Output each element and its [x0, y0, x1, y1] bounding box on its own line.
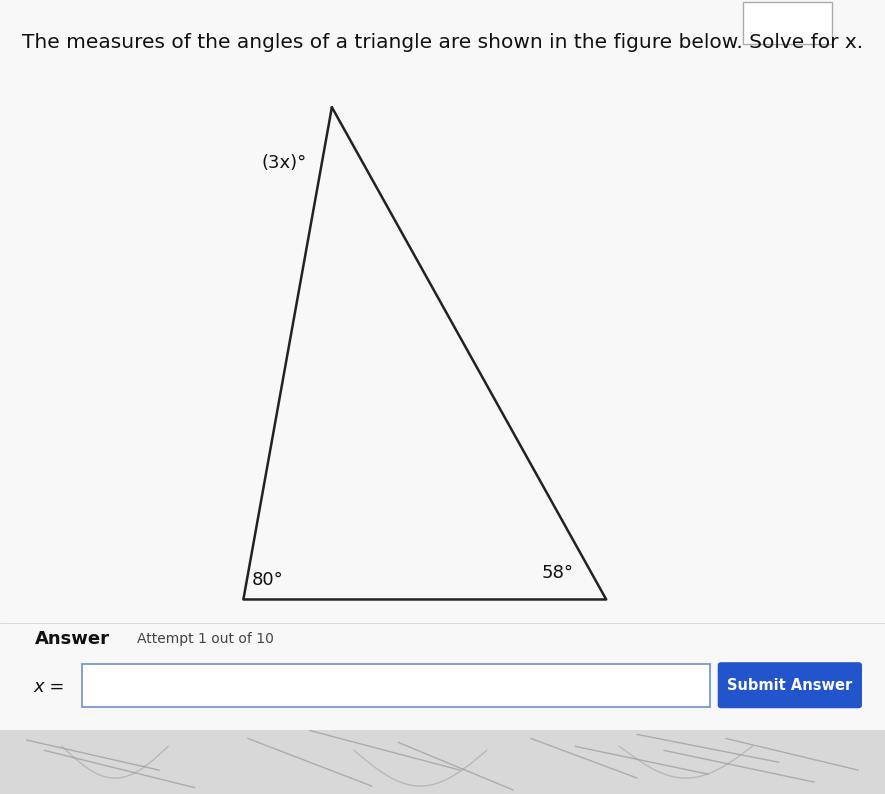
Text: Answer: Answer [35, 630, 111, 648]
FancyBboxPatch shape [743, 2, 832, 44]
FancyBboxPatch shape [718, 662, 862, 708]
Text: (3x)°: (3x)° [261, 154, 306, 172]
Text: The measures of the angles of a triangle are shown in the figure below. Solve fo: The measures of the angles of a triangle… [22, 33, 863, 52]
Text: Attempt 1 out of 10: Attempt 1 out of 10 [137, 632, 274, 646]
Text: x =: x = [34, 678, 65, 696]
Text: Submit Answer: Submit Answer [727, 678, 852, 692]
FancyBboxPatch shape [0, 0, 885, 730]
FancyBboxPatch shape [82, 664, 710, 707]
Text: 58°: 58° [542, 565, 573, 582]
Text: 80°: 80° [251, 571, 283, 588]
